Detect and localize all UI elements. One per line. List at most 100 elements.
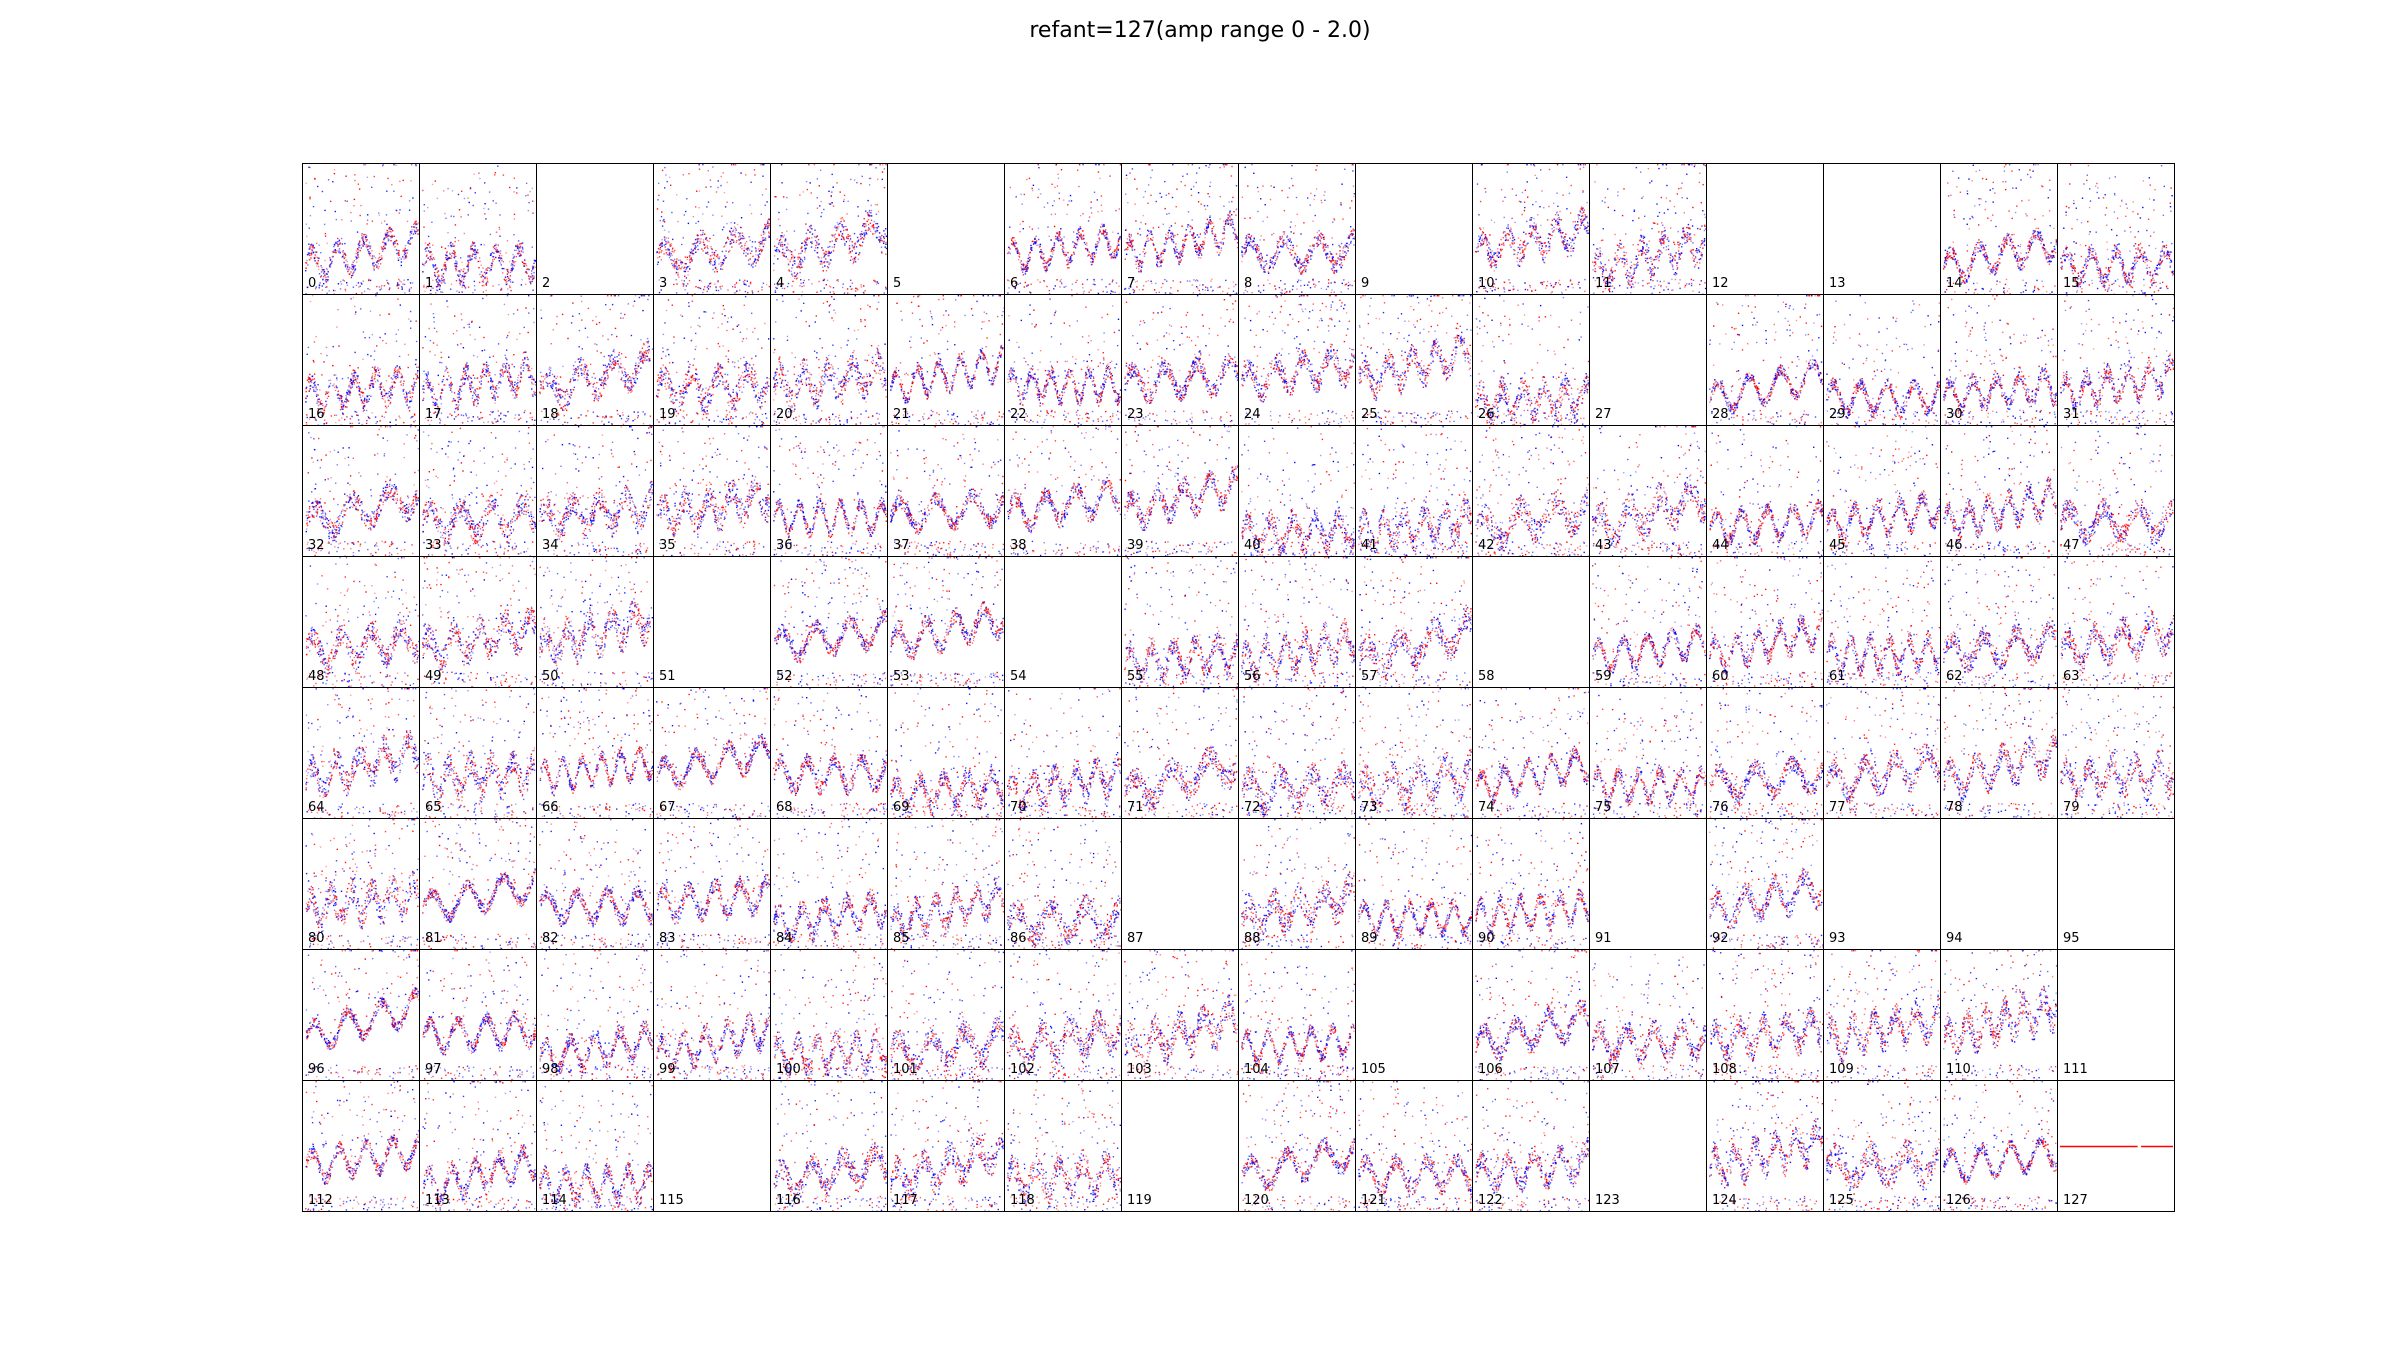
antenna-label: 97 (425, 1063, 442, 1076)
antenna-label: 107 (1595, 1063, 1620, 1076)
antenna-label: 3 (659, 277, 667, 290)
antenna-panel-66: 66 (536, 687, 654, 819)
antenna-panel-63: 63 (2057, 556, 2175, 688)
antenna-panel-15: 15 (2057, 163, 2175, 295)
antenna-panel-70: 70 (1004, 687, 1122, 819)
antenna-panel-62: 62 (1940, 556, 2058, 688)
antenna-panel-72: 72 (1238, 687, 1356, 819)
antenna-panel-31: 31 (2057, 294, 2175, 426)
antenna-panel-69: 69 (887, 687, 1005, 819)
antenna-panel-124: 124 (1706, 1080, 1824, 1212)
antenna-label: 58 (1478, 670, 1495, 683)
antenna-label: 32 (308, 539, 325, 552)
antenna-label: 50 (542, 670, 559, 683)
antenna-panel-123: 123 (1589, 1080, 1707, 1212)
antenna-panel-103: 103 (1121, 949, 1239, 1081)
antenna-panel-7: 7 (1121, 163, 1239, 295)
amplitude-points (1241, 164, 1355, 295)
antenna-label: 110 (1946, 1063, 1971, 1076)
antenna-label: 4 (776, 277, 784, 290)
antenna-label: 118 (1010, 1194, 1035, 1207)
antenna-panel-1: 1 (419, 163, 537, 295)
antenna-panel-25: 25 (1355, 294, 1473, 426)
antenna-label: 48 (308, 670, 325, 683)
antenna-panel-0: 0 (302, 163, 420, 295)
antenna-label: 18 (542, 408, 559, 421)
antenna-label: 70 (1010, 801, 1027, 814)
antenna-label: 14 (1946, 277, 1963, 290)
antenna-label: 104 (1244, 1063, 1269, 1076)
amplitude-scatter-5 (888, 164, 1005, 295)
antenna-panel-60: 60 (1706, 556, 1824, 688)
antenna-label: 47 (2063, 539, 2080, 552)
antenna-panel-65: 65 (419, 687, 537, 819)
antenna-label: 39 (1127, 539, 1144, 552)
antenna-panel-23: 23 (1121, 294, 1239, 426)
antenna-panel-67: 67 (653, 687, 771, 819)
antenna-label: 102 (1010, 1063, 1035, 1076)
antenna-label: 11 (1595, 277, 1612, 290)
antenna-label: 61 (1829, 670, 1846, 683)
antenna-panel-44: 44 (1706, 425, 1824, 557)
antenna-panel-29: 29 (1823, 294, 1941, 426)
antenna-panel-125: 125 (1823, 1080, 1941, 1212)
antenna-label: 59 (1595, 670, 1612, 683)
antenna-label: 51 (659, 670, 676, 683)
antenna-label: 41 (1361, 539, 1378, 552)
antenna-label: 57 (1361, 670, 1378, 683)
antenna-label: 98 (542, 1063, 559, 1076)
antenna-panel-47: 47 (2057, 425, 2175, 557)
antenna-panel-100: 100 (770, 949, 888, 1081)
antenna-label: 109 (1829, 1063, 1854, 1076)
antenna-label: 21 (893, 408, 910, 421)
antenna-label: 49 (425, 670, 442, 683)
antenna-label: 45 (1829, 539, 1846, 552)
antenna-panel-114: 114 (536, 1080, 654, 1212)
antenna-label: 27 (1595, 408, 1612, 421)
antenna-label: 6 (1010, 277, 1018, 290)
antenna-panel-104: 104 (1238, 949, 1356, 1081)
antenna-label: 72 (1244, 801, 1261, 814)
antenna-label: 37 (893, 539, 910, 552)
antenna-label: 113 (425, 1194, 450, 1207)
antenna-panel-84: 84 (770, 818, 888, 950)
antenna-panel-26: 26 (1472, 294, 1590, 426)
antenna-panel-82: 82 (536, 818, 654, 950)
antenna-label: 69 (893, 801, 910, 814)
antenna-panel-107: 107 (1589, 949, 1707, 1081)
antenna-label: 82 (542, 932, 559, 945)
antenna-label: 63 (2063, 670, 2080, 683)
antenna-label: 9 (1361, 277, 1369, 290)
antenna-label: 17 (425, 408, 442, 421)
antenna-panel-79: 79 (2057, 687, 2175, 819)
antenna-panel-89: 89 (1355, 818, 1473, 950)
antenna-panel-28: 28 (1706, 294, 1824, 426)
antenna-panel-76: 76 (1706, 687, 1824, 819)
antenna-panel-46: 46 (1940, 425, 2058, 557)
antenna-label: 89 (1361, 932, 1378, 945)
antenna-panel-81: 81 (419, 818, 537, 950)
antenna-label: 121 (1361, 1194, 1386, 1207)
antenna-panel-61: 61 (1823, 556, 1941, 688)
antenna-label: 43 (1595, 539, 1612, 552)
antenna-panel-92: 92 (1706, 818, 1824, 950)
antenna-label: 5 (893, 277, 901, 290)
antenna-panel-108: 108 (1706, 949, 1824, 1081)
amplitude-scatter-3 (654, 164, 771, 295)
antenna-label: 36 (776, 539, 793, 552)
antenna-panel-74: 74 (1472, 687, 1590, 819)
antenna-panel-51: 51 (653, 556, 771, 688)
antenna-panel-111: 111 (2057, 949, 2175, 1081)
antenna-panel-115: 115 (653, 1080, 771, 1212)
antenna-panel-80: 80 (302, 818, 420, 950)
antenna-panel-12: 12 (1706, 163, 1824, 295)
antenna-panel-20: 20 (770, 294, 888, 426)
amplitude-points (305, 164, 419, 295)
amplitude-scatter-8 (1239, 164, 1356, 295)
antenna-label: 106 (1478, 1063, 1503, 1076)
antenna-panel-41: 41 (1355, 425, 1473, 557)
antenna-panel-6: 6 (1004, 163, 1122, 295)
amplitude-scatter-1 (420, 164, 537, 295)
antenna-label: 76 (1712, 801, 1729, 814)
antenna-label: 126 (1946, 1194, 1971, 1207)
